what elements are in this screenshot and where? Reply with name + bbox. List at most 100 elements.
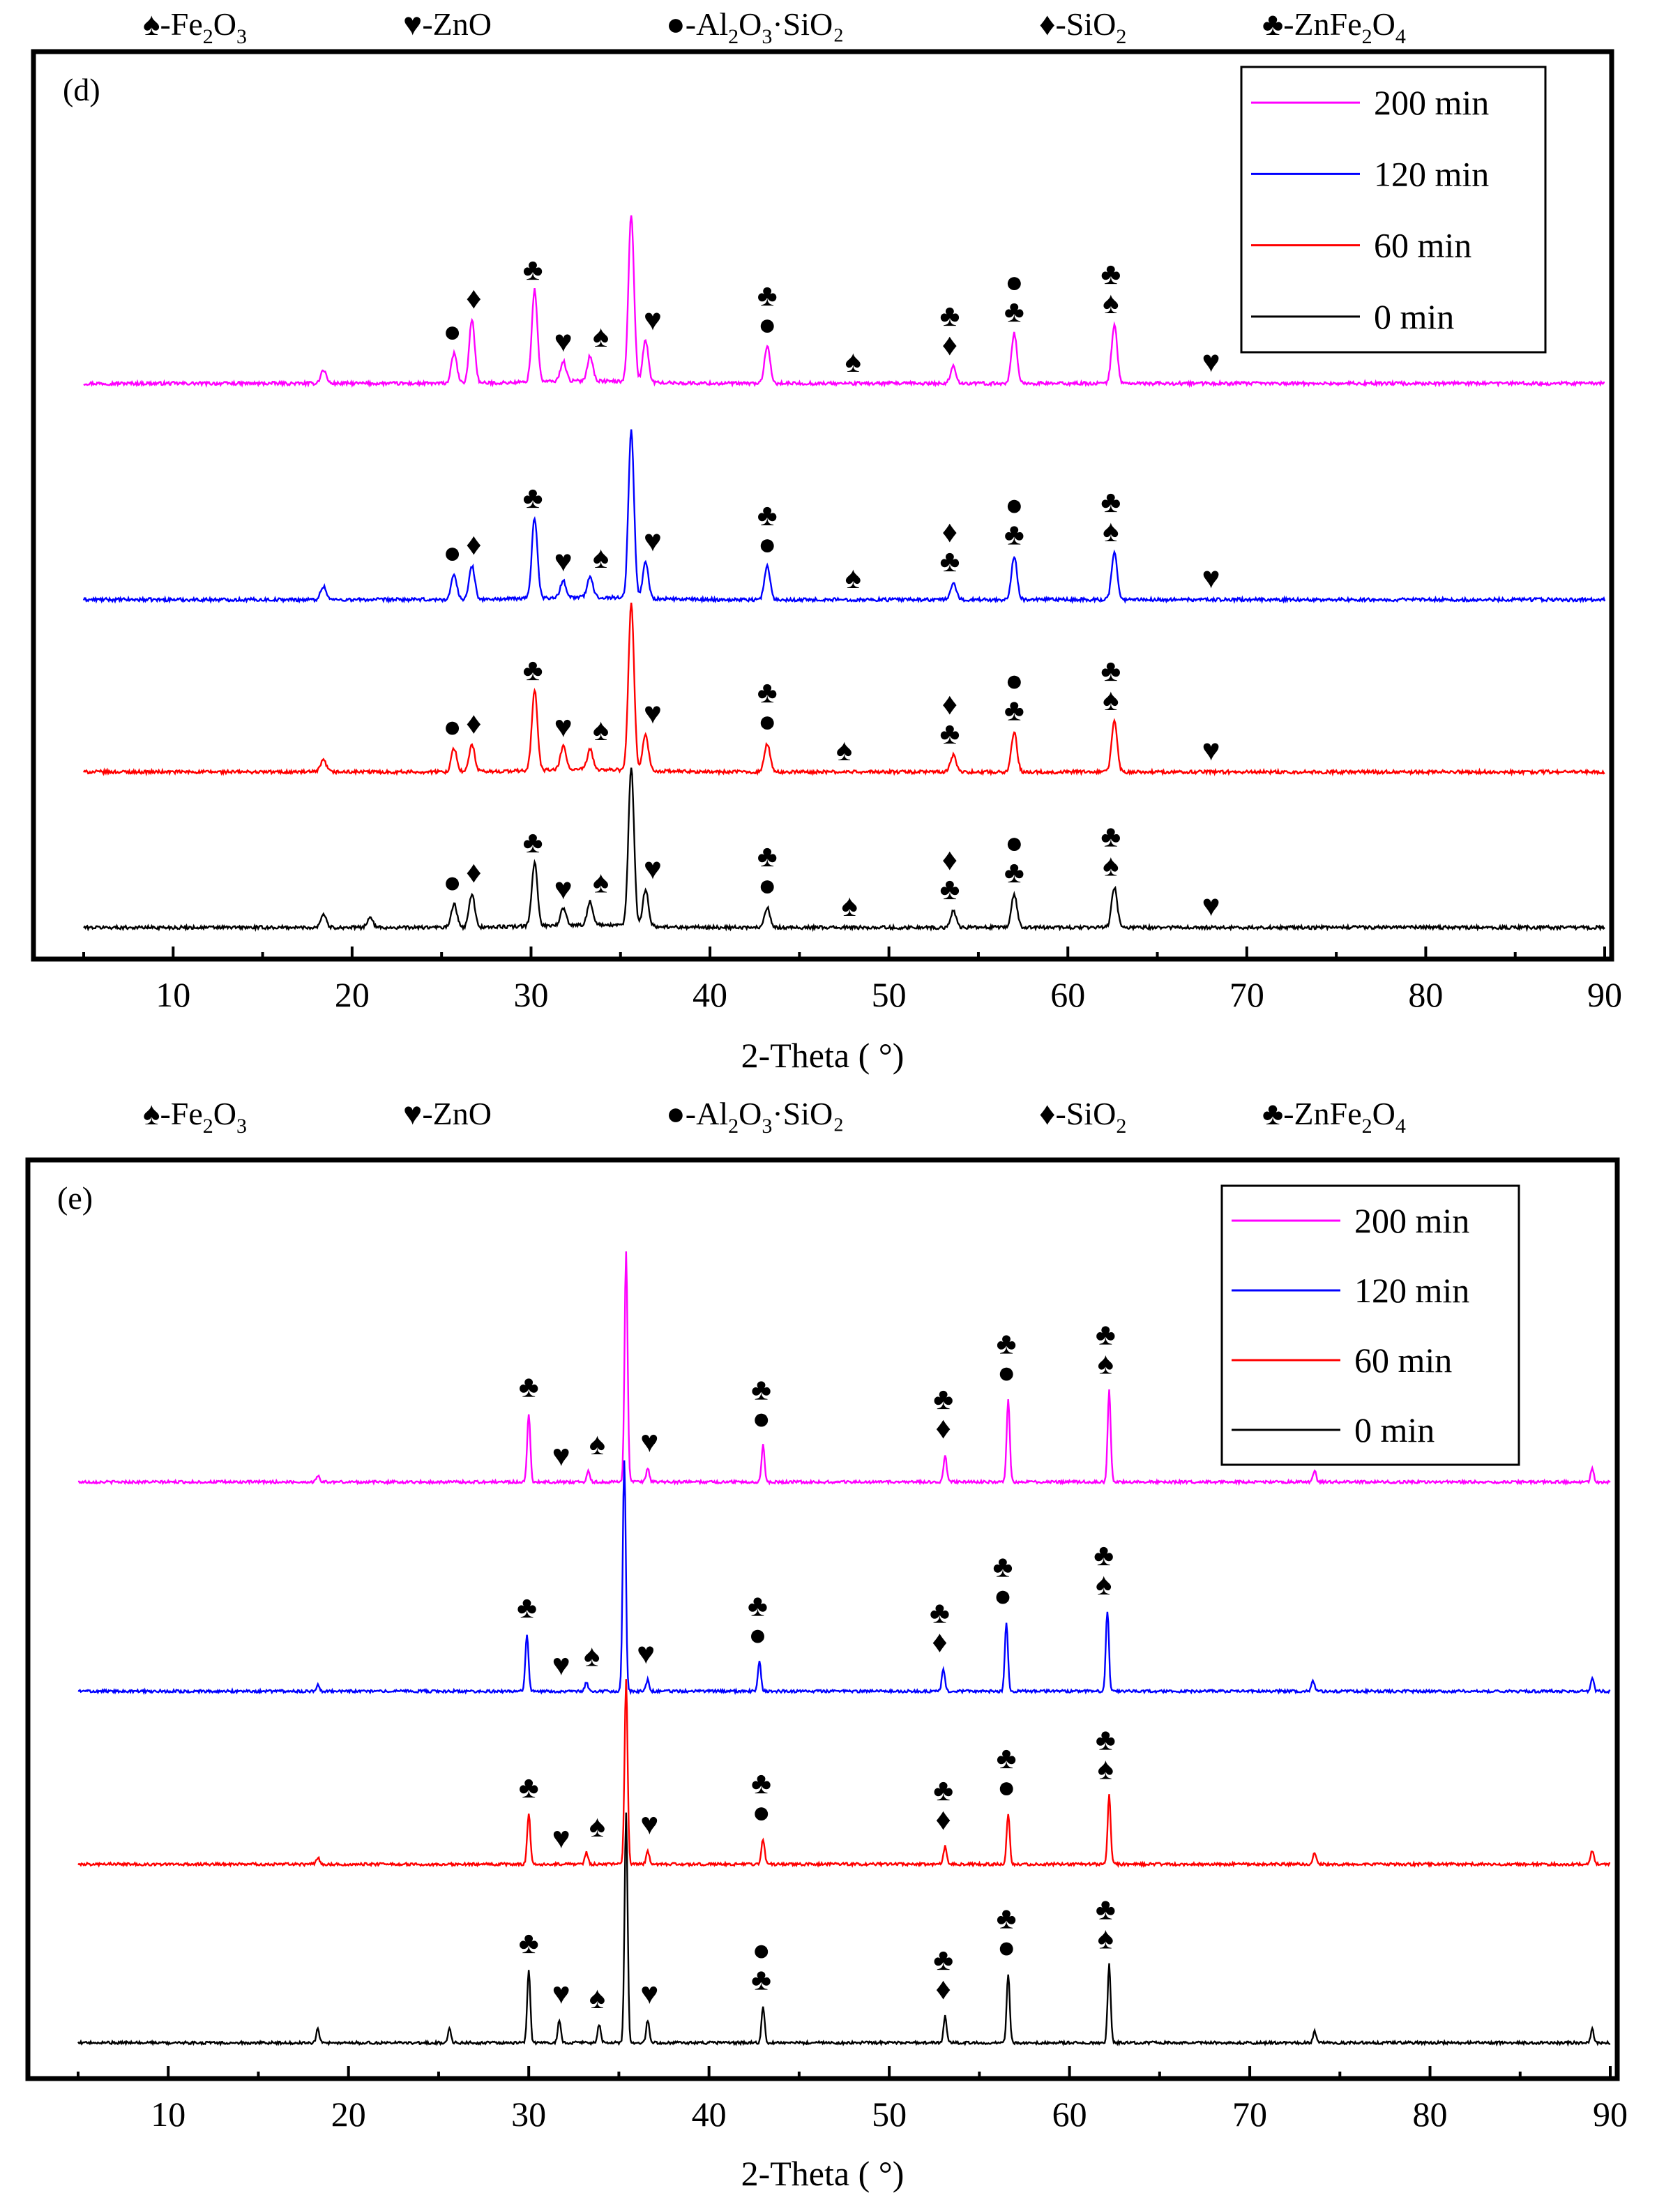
phase-marker: ♠ [589, 1981, 605, 2015]
phase-marker: ● [1005, 488, 1024, 522]
phase-legend-item: ●-Al2O3·SiO₂ [666, 1096, 844, 1138]
phase-legend-item: ♦-SiO2 [1039, 6, 1126, 48]
panel-d: ♠-Fe2O3 ♥-ZnO ●-Al2O3·SiO₂ ♦-SiO2 ♣-ZnFe2O4 (… [31, 6, 1622, 1075]
phase-marker: ♣ [1096, 1892, 1116, 1926]
phase-marker: ♠ [589, 1809, 605, 1844]
phase-marker: ● [443, 536, 462, 570]
phase-legend-item: ♣-ZnFe2O4 [1262, 1096, 1406, 1138]
phase-legend-item: ♠-Fe2O3 [143, 1096, 247, 1138]
phase-marker: ♠ [593, 541, 609, 575]
phase-marker: ♥ [1202, 345, 1220, 379]
phase-legend-label: ♥-ZnO [403, 1096, 492, 1131]
phase-legend: ♠-Fe2O3 ♥-ZnO ●-Al2O3·SiO₂ ♦-SiO2 ♣-ZnFe2O4 [143, 1096, 1406, 1138]
phase-legend: ♠-Fe2O3 ♥-ZnO ●-Al2O3·SiO₂ ♦-SiO2 ♣-ZnFe2O4 [143, 6, 1406, 48]
phase-marker: ♣ [997, 1327, 1017, 1361]
phase-marker: ♣ [930, 1596, 950, 1630]
phase-marker: ♠ [593, 865, 609, 899]
phase-legend-item: ♣-ZnFe2O4 [1262, 6, 1406, 48]
series-legend-item: 0 min [1251, 297, 1454, 336]
phase-marker: ● [994, 1579, 1013, 1613]
x-tick-label: 60 [1052, 2095, 1087, 2134]
phase-marker: ● [1005, 265, 1024, 299]
phase-marker: ♦ [466, 281, 481, 315]
x-tick-label: 90 [1587, 975, 1622, 1014]
phase-marker: ♠ [842, 889, 858, 923]
plot-frame [25, 1157, 1620, 2081]
phase-marker: ♥ [552, 1977, 570, 2011]
phase-marker: ● [443, 709, 462, 744]
series-legend: 200 min 120 min 60 min 0 min [1240, 66, 1547, 354]
phase-marker: ♦ [942, 687, 958, 721]
phase-marker: ● [758, 527, 777, 561]
series-legend-label: 0 min [1374, 297, 1454, 336]
phase-marker: ♣ [997, 1901, 1017, 1936]
phase-marker: ♥ [640, 1977, 658, 2011]
x-tick-label: 80 [1413, 2095, 1448, 2134]
x-tick-label: 40 [692, 2095, 727, 2134]
series-line [82, 429, 1606, 605]
phase-marker: ♥ [1202, 561, 1220, 595]
series-line [77, 1251, 1611, 1486]
phase-marker: ♥ [1202, 733, 1220, 767]
phase-marker: ♠ [836, 733, 852, 767]
phase-marker: ♣ [519, 1770, 539, 1804]
phase-marker: ♣ [1093, 1538, 1114, 1572]
phase-marker: ♣ [523, 252, 543, 287]
phase-marker: ♣ [757, 675, 778, 709]
phase-marker: ♠ [845, 561, 861, 595]
x-tick-label: 30 [513, 975, 548, 1014]
series-legend-label: 200 min [1354, 1201, 1469, 1240]
phase-marker: ♣ [939, 299, 960, 333]
phase-marker: ♦ [935, 1411, 951, 1445]
phase-marker: ♣ [1004, 693, 1024, 727]
phase-marker: ♣ [939, 544, 960, 578]
x-tick-label: 80 [1408, 975, 1443, 1014]
x-tick-label: 90 [1593, 2095, 1628, 2134]
phase-marker: ♠ [1103, 683, 1119, 717]
phase-marker: ♣ [1004, 294, 1024, 329]
phase-legend-label: ♦-SiO2 [1039, 6, 1126, 48]
phase-marker: ● [752, 1933, 771, 1968]
phase-marker: ♦ [932, 1625, 947, 1659]
series-line [82, 602, 1605, 777]
panel-label: (d) [63, 72, 100, 107]
phase-marker: ♠ [1098, 1752, 1114, 1786]
phase-marker: ♣ [757, 498, 778, 532]
phase-marker: ♣ [993, 1550, 1013, 1584]
phase-marker: ♣ [933, 1382, 953, 1416]
x-tick-label: 60 [1050, 975, 1085, 1014]
phase-marker: ♥ [637, 1636, 655, 1671]
x-axis-title: 2-Theta ( °) [741, 1036, 905, 1075]
phase-marker: ♣ [1004, 518, 1024, 552]
series-legend-item: 60 min [1251, 226, 1471, 265]
phase-marker: ♣ [523, 825, 543, 859]
phase-marker: ♣ [997, 1741, 1017, 1775]
phase-marker: ♣ [523, 481, 543, 515]
phase-marker: ♦ [935, 1802, 951, 1837]
phase-marker: ● [997, 1356, 1016, 1390]
phase-legend-label: ♥-ZnO [403, 6, 492, 42]
phase-marker: ♦ [466, 527, 481, 561]
phase-marker: ♥ [644, 696, 662, 730]
phase-marker: ● [1005, 663, 1024, 698]
phase-legend-item: ♥-ZnO [403, 1096, 492, 1131]
phase-marker: ● [752, 1402, 771, 1436]
phase-marker: ♦ [466, 707, 481, 741]
x-tick-label: 20 [335, 975, 370, 1014]
phase-marker: ♠ [589, 1427, 605, 1461]
phase-marker: ♣ [751, 1963, 771, 1997]
phase-marker: ♣ [1100, 819, 1121, 853]
phase-marker: ♣ [933, 1773, 953, 1807]
phase-marker: ● [443, 315, 462, 349]
phase-marker: ♣ [751, 1373, 771, 1407]
phase-legend-label: ♣-ZnFe2O4 [1262, 6, 1406, 48]
phase-marker: ♥ [640, 1807, 658, 1841]
phase-marker: ♥ [644, 524, 662, 558]
series-line [77, 1812, 1611, 2047]
phase-marker: ● [758, 704, 777, 739]
phase-marker: ♥ [552, 1439, 570, 1473]
phase-marker: ♥ [644, 303, 662, 337]
x-tick-label: 30 [511, 2095, 546, 2134]
phase-marker: ♣ [748, 1589, 768, 1623]
